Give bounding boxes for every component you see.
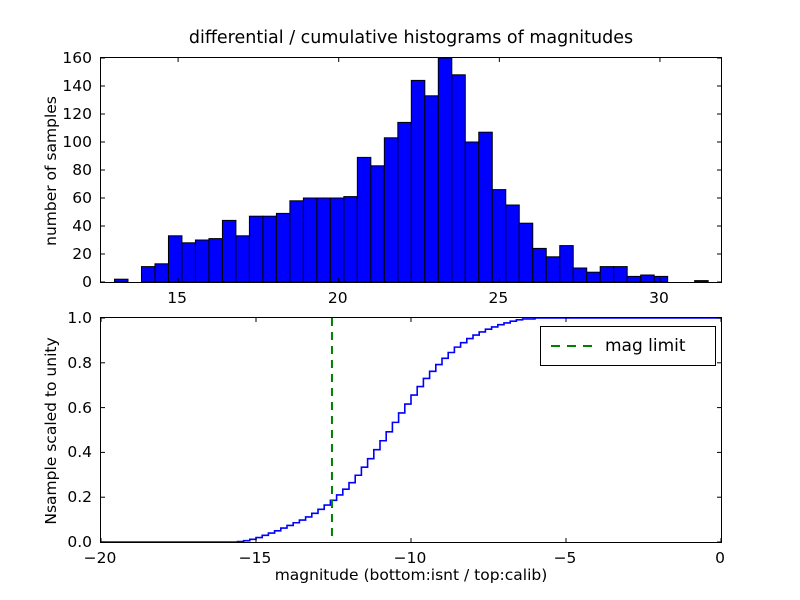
- bottom-x-tick-label: −10: [393, 549, 427, 567]
- histogram-bar: [397, 121, 412, 282]
- histogram-bar: [235, 235, 250, 282]
- histogram-bar: [167, 235, 183, 282]
- histogram-bar: [653, 275, 669, 282]
- histogram-bar: [572, 267, 588, 282]
- histogram-bars: [113, 58, 709, 282]
- histogram-bar: [113, 278, 129, 282]
- histogram-bar: [316, 197, 331, 282]
- histogram-bar: [491, 189, 507, 282]
- histogram-bar: [599, 266, 615, 282]
- histogram-bar: [451, 74, 466, 282]
- top-axes-differential-histogram: [100, 57, 722, 283]
- histogram-bar: [248, 215, 264, 282]
- bottom-y-tick-label: 0.6: [67, 398, 92, 417]
- top-x-tick-label: 20: [327, 289, 348, 307]
- cumulative-curve: [101, 318, 721, 542]
- legend-label-mag-limit: mag limit: [605, 336, 686, 356]
- top-tick-marks: [101, 58, 721, 282]
- histogram-bar: [208, 238, 223, 282]
- top-y-tick-label: 100: [62, 133, 92, 151]
- histogram-bar: [437, 58, 453, 282]
- cumulative-histogram-plot: [101, 318, 721, 542]
- histogram-bar: [424, 95, 439, 282]
- top-x-tick-label: 25: [488, 289, 509, 307]
- bottom-y-tick-label: 0.0: [67, 533, 92, 551]
- histogram-bar: [518, 222, 534, 282]
- histogram-bar: [383, 137, 399, 282]
- histogram-bar: [545, 256, 561, 282]
- histogram-bar: [464, 141, 480, 282]
- differential-histogram-plot: [101, 58, 721, 282]
- bottom-tick-marks: [101, 318, 721, 542]
- histogram-bar: [194, 239, 210, 282]
- bottom-y-axis-label: Nsample scaled to unity: [42, 337, 60, 525]
- bottom-x-tick-label: −20: [83, 549, 117, 567]
- histogram-bar: [356, 156, 372, 282]
- histogram-bar: [275, 212, 291, 282]
- top-y-tick-label: 60: [72, 189, 92, 207]
- legend[interactable]: mag limit: [540, 326, 716, 366]
- top-y-tick-label: 140: [62, 77, 92, 95]
- top-y-tick-label: 40: [72, 217, 92, 235]
- bottom-x-axis-label: magnitude (bottom:isnt / top:calib): [274, 566, 548, 584]
- histogram-bar: [329, 197, 345, 282]
- histogram-bar: [626, 275, 642, 282]
- histogram-bar: [181, 242, 196, 282]
- top-y-tick-label: 120: [62, 105, 92, 123]
- mag-limit-line-swatch-icon: [551, 345, 595, 347]
- top-y-tick-label: 20: [72, 245, 92, 263]
- histogram-bar: [613, 266, 628, 282]
- histogram-bar: [302, 197, 318, 282]
- bottom-y-tick-label: 0.8: [67, 353, 92, 372]
- histogram-bar: [410, 79, 426, 282]
- histogram-bar: [559, 245, 574, 282]
- histogram-bar: [586, 271, 601, 282]
- histogram-bar: [221, 219, 237, 282]
- histogram-bar: [262, 215, 277, 282]
- top-y-axis-label: number of samples: [42, 96, 60, 246]
- figure-title: differential / cumulative histograms of …: [188, 28, 634, 48]
- histogram-bar: [370, 165, 385, 282]
- top-y-tick-label: 80: [72, 161, 92, 179]
- histogram-bar: [154, 263, 169, 282]
- bottom-x-tick-label: −5: [553, 549, 577, 567]
- histogram-bar: [640, 274, 655, 282]
- bottom-y-tick-label: 0.4: [67, 443, 92, 462]
- bottom-y-tick-label: 1.0: [67, 309, 92, 327]
- histogram-bar: [140, 266, 156, 282]
- top-y-tick-label: 160: [62, 49, 92, 67]
- histogram-bar: [289, 200, 304, 282]
- histogram-bar: [532, 247, 547, 282]
- histogram-bar: [478, 131, 493, 282]
- histogram-bar: [694, 280, 709, 282]
- histogram-bar: [343, 196, 358, 282]
- bottom-y-tick-label: 0.2: [67, 488, 92, 507]
- top-x-tick-label: 30: [649, 289, 669, 307]
- bottom-x-tick-label: −15: [238, 549, 272, 567]
- top-x-tick-label: 15: [167, 289, 187, 307]
- top-y-tick-label: 0: [82, 273, 92, 291]
- histogram-bar: [505, 204, 520, 282]
- bottom-x-tick-label: 0: [715, 549, 725, 567]
